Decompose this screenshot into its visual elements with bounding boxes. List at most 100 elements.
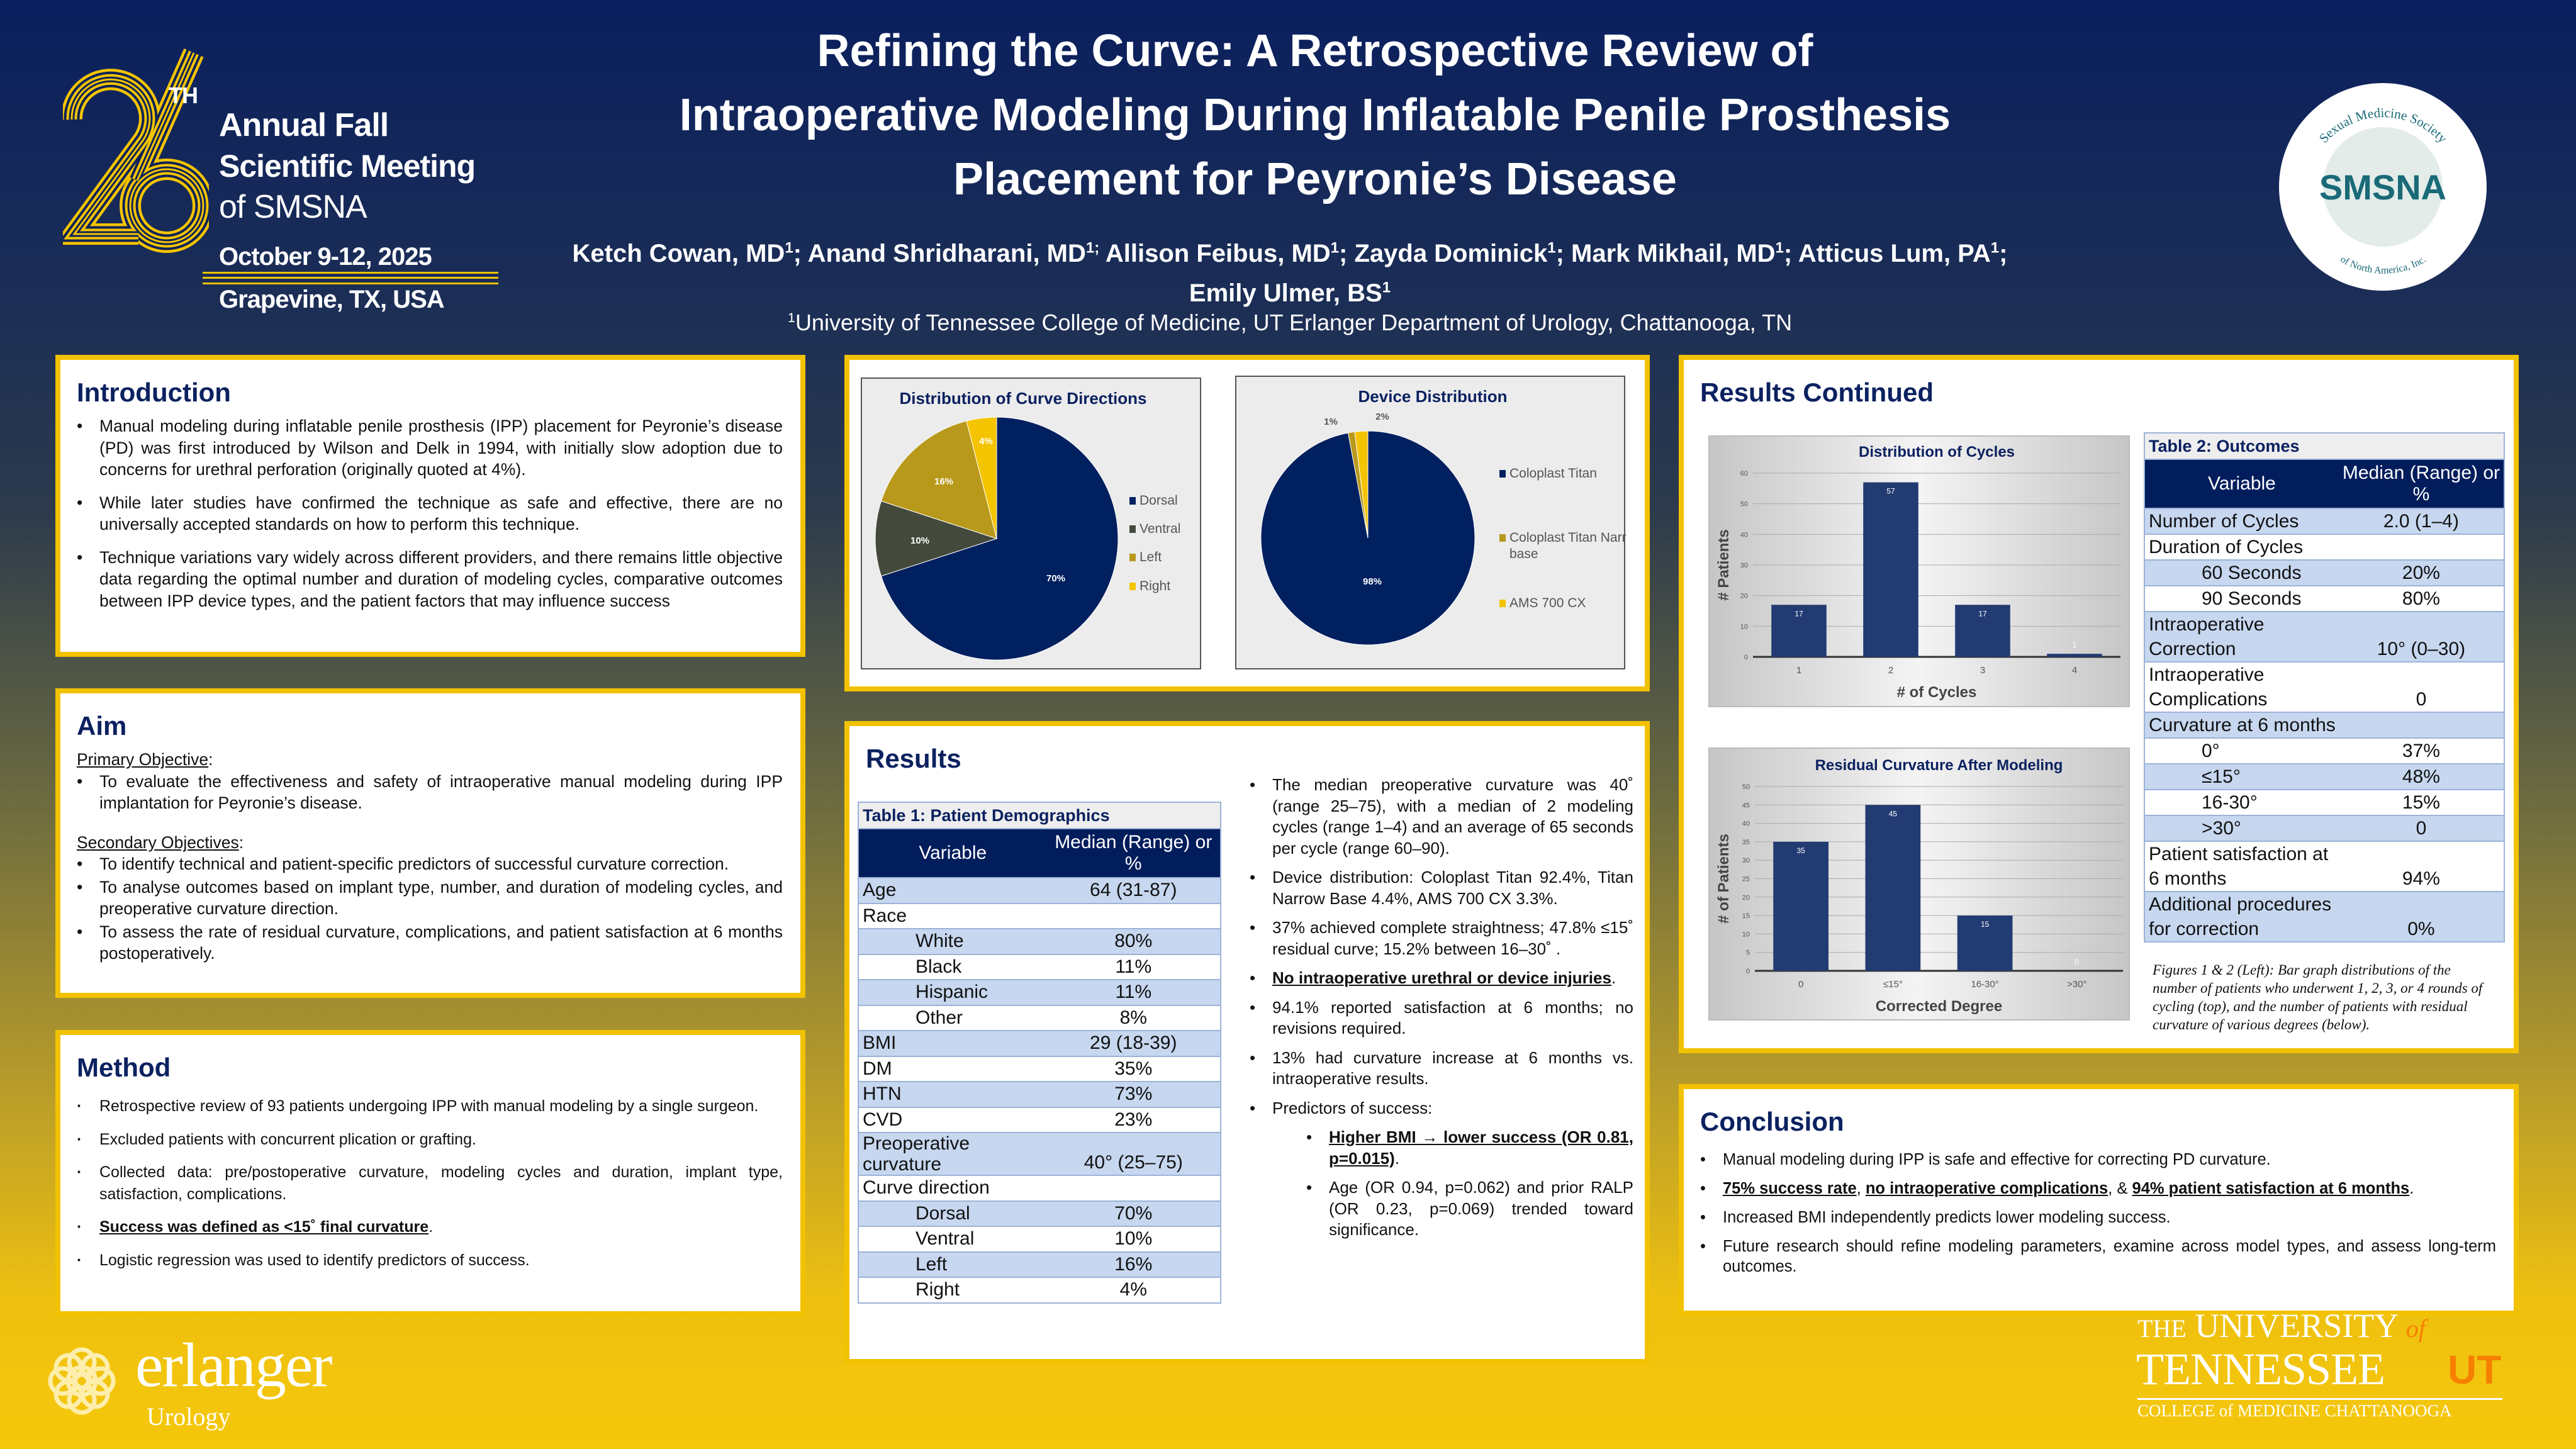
results-title: Results <box>866 744 961 773</box>
bar-data-label: 0 <box>2075 958 2080 966</box>
list-item: Increased BMI independently predicts low… <box>1700 1207 2496 1228</box>
method-title: Method <box>77 1053 171 1082</box>
ut-university: UNIVERSITY <box>2195 1307 2398 1345</box>
logo-line-1: Annual Fall <box>219 107 389 143</box>
table-row: Other 8% <box>858 1004 1221 1031</box>
results-continued-title: Results Continued <box>1700 378 1934 407</box>
list-item: Manual modeling during IPP is safe and e… <box>1700 1150 2496 1170</box>
author: Atticus Lum, PA1; <box>1798 240 2008 268</box>
y-tick-label: 25 <box>1742 876 1750 883</box>
y-tick-label: 20 <box>1742 894 1750 902</box>
bar-data-label: 45 <box>1889 809 1898 818</box>
table-row: Number of Cycles 2.0 (1–4) <box>2144 508 2504 534</box>
cycles-bar-chart: Distribution of Cycles 0 10 20 30 40 50 60 17 1 57… <box>1708 435 2130 707</box>
erlanger-logo: erlanger Urology <box>41 1334 418 1435</box>
pie-data-label: 10% <box>910 535 929 546</box>
row-value: 2.0 (1–4) <box>2338 508 2504 534</box>
table1-caption: Table 1: Patient Demographics <box>858 802 1221 828</box>
bar-≤15° <box>1865 805 1921 971</box>
secondary-objective-label: Secondary Objectives <box>77 832 239 852</box>
bar-data-label: 57 <box>1886 487 1895 496</box>
ut-college: COLLEGE of MEDICINE CHATTANOOGA <box>2137 1398 2502 1421</box>
row-value: 70% <box>1046 1200 1221 1226</box>
legend-label: Dorsal <box>1140 493 1178 508</box>
legend-label: AMS 700 CX <box>1509 596 1586 610</box>
table-row: Preoperative curvature 40° (25–75) <box>858 1132 1221 1175</box>
row-label: CVD <box>858 1106 1047 1133</box>
ut-power-t-mark: UT <box>2448 1347 2502 1392</box>
x-tick-label: 16-30° <box>1971 979 1998 990</box>
row-label: Left <box>858 1251 1047 1277</box>
device-distribution-chart: Device Distribution 98% 1% 2% Coloplast Tita… <box>1235 376 1644 669</box>
y-tick-label: 45 <box>1742 802 1750 809</box>
affiliation-text: University of Tennessee College of Medic… <box>795 310 1793 335</box>
smsna-logo: Sexual Medicine Society of North America… <box>2279 83 2487 291</box>
list-item: To identify technical and patient-specif… <box>77 853 783 875</box>
row-label: HTN <box>858 1081 1047 1107</box>
pie-data-label: 70% <box>1046 573 1065 584</box>
x-tick-label: 4 <box>2072 665 2077 676</box>
row-value: 73% <box>1046 1081 1221 1107</box>
table-row: HTN 73% <box>858 1081 1221 1107</box>
figure-caption: Figures 1 & 2 (Left): Bar graph distribu… <box>2153 962 2483 1032</box>
y-tick-label: 10 <box>1742 931 1750 938</box>
row-label: 90 Seconds <box>2144 585 2339 612</box>
row-value: 15% <box>2338 789 2504 815</box>
row-value: 4% <box>1046 1277 1221 1303</box>
list-item: To assess the rate of residual curvature… <box>77 921 783 965</box>
list-item: Collected data: pre/postoperative curvat… <box>77 1161 783 1205</box>
row-label: Hispanic <box>858 979 1047 1005</box>
patient-demographics-table: Table 1: Patient Demographics Variable Me… <box>858 802 1221 1304</box>
table-row: Curvature at 6 months <box>2144 712 2504 738</box>
y-tick-label: 10 <box>1740 623 1748 630</box>
row-label: Black <box>858 953 1047 980</box>
pie-data-label: 1% <box>1324 417 1338 427</box>
logo-line-2: Scientific Meeting <box>219 148 476 184</box>
row-value: 29 (18-39) <box>1046 1030 1221 1056</box>
conclusion-bullets: Manual modeling during IPP is safe and e… <box>1700 1150 2496 1285</box>
chart-title: Device Distribution <box>1358 387 1508 406</box>
meeting-number-26-graphic <box>63 48 209 253</box>
aim-panel: Aim Primary Objective: To evaluate the e… <box>55 688 805 998</box>
row-value: 0 <box>2338 815 2504 841</box>
primary-objective-label: Primary Objective <box>77 750 209 769</box>
row-value: 8% <box>1046 1004 1221 1031</box>
author: Zayda Dominick1; <box>1354 240 1572 268</box>
table-row: Curve direction <box>858 1175 1221 1201</box>
pie-slice-dorsal <box>880 417 1119 661</box>
table-row: Intraoperative Complications 0 <box>2144 661 2504 712</box>
bar-data-label: 1 <box>2073 641 2077 649</box>
row-label: Curvature at 6 months <box>2144 712 2504 738</box>
y-tick-label: 40 <box>1742 820 1750 828</box>
date-stripes <box>203 272 498 284</box>
row-value: 10% <box>1046 1226 1221 1252</box>
list-item: Device distribution: Coloplast Titan 92.… <box>1250 867 1633 909</box>
table-row: 16-30° 15% <box>2144 789 2504 815</box>
row-label: Right <box>858 1277 1047 1303</box>
results-panel: Results Table 1: Patient Demographics Va… <box>844 721 1650 1364</box>
legend-swatch <box>1129 583 1136 590</box>
bar-4 <box>2047 654 2102 657</box>
residual-curvature-bar-chart: Residual Curvature After Modeling 0 5 10 15 2… <box>1708 747 2130 1021</box>
table-row: 90 Seconds 80% <box>2144 585 2504 612</box>
x-axis-title: Corrected Degree <box>1876 998 2002 1015</box>
table-row: White 80% <box>858 928 1221 954</box>
title-line: Refining the Curve: A Retrospective Revi… <box>817 26 1813 76</box>
row-label: BMI <box>858 1030 1047 1056</box>
pie-slice-ventral <box>875 500 998 577</box>
y-tick-label: 30 <box>1742 857 1750 864</box>
list-item: Manual modeling during inflatable penile… <box>77 415 783 481</box>
row-label: ≤15° <box>2144 763 2339 790</box>
row-value: 37% <box>2338 737 2504 764</box>
logo-line-3: of SMSNA <box>219 189 367 225</box>
list-item: Logistic regression was used to identify… <box>77 1250 783 1272</box>
legend-label: Ventral <box>1140 522 1180 536</box>
y-tick-label: 35 <box>1742 839 1750 846</box>
results-bullets: The median preoperative curvature was 40… <box>1250 775 1633 1119</box>
meeting-dates: October 9-12, 2025 <box>219 243 432 271</box>
row-value: 0 <box>2338 661 2504 712</box>
legend-label: Coloplast Titan <box>1509 466 1597 481</box>
row-value: 80% <box>1046 928 1221 954</box>
x-tick-label: 1 <box>1796 665 1801 676</box>
y-tick-label: 15 <box>1742 912 1750 920</box>
